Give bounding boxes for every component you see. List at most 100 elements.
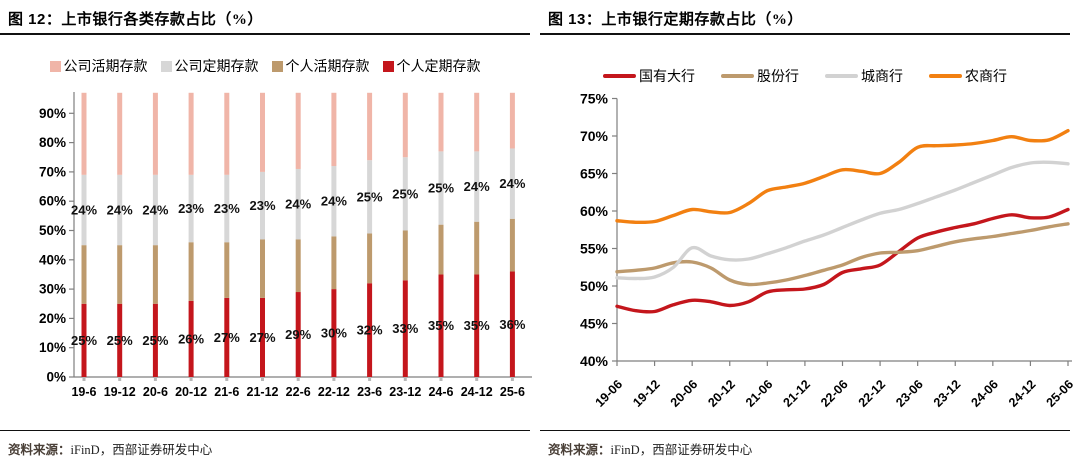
bar-data-label: 25% bbox=[392, 186, 418, 201]
figure-12-title: 图 12：上市银行各类存款占比（%） bbox=[8, 8, 526, 29]
x-tick-label: 22-06 bbox=[818, 377, 851, 410]
bar-segment bbox=[367, 92, 373, 161]
legend-swatch-icon bbox=[603, 74, 636, 78]
bar-data-label: 24% bbox=[142, 202, 168, 217]
bar-data-label: 35% bbox=[464, 318, 490, 333]
bar-segment bbox=[331, 289, 337, 377]
y-tick-label: 45% bbox=[580, 316, 609, 332]
x-tick-label: 19-12 bbox=[104, 385, 136, 399]
legend-swatch-icon bbox=[929, 74, 962, 78]
x-tick-label: 25-6 bbox=[500, 385, 525, 399]
bar-segment bbox=[117, 245, 123, 304]
bar-data-label: 24% bbox=[71, 202, 97, 217]
bar-segment bbox=[331, 92, 337, 167]
x-tick-label: 23-12 bbox=[931, 377, 964, 410]
source-divider bbox=[0, 430, 530, 431]
bar-segment bbox=[509, 92, 515, 149]
bar-data-label: 32% bbox=[357, 323, 383, 338]
bar-segment bbox=[474, 92, 480, 152]
x-tick-label: 19-06 bbox=[593, 377, 626, 410]
title-divider bbox=[540, 33, 1070, 35]
y-tick-label: 50% bbox=[580, 278, 609, 294]
y-tick-label: 40% bbox=[39, 252, 66, 267]
bar-segment bbox=[331, 166, 337, 237]
y-tick-label: 70% bbox=[39, 164, 66, 179]
source-line: 资料来源：iFinD，西部证券研发中心 bbox=[548, 439, 1070, 458]
legend-item-label: 个人定期存款 bbox=[396, 60, 481, 75]
legend-swatch-icon bbox=[271, 60, 283, 72]
x-tick-label: 22-12 bbox=[318, 385, 350, 399]
y-tick-label: 70% bbox=[580, 128, 609, 144]
legend-item-label: 公司活期存款 bbox=[63, 60, 148, 75]
bar-segment bbox=[224, 242, 230, 298]
bar-data-label: 35% bbox=[428, 318, 454, 333]
bar-segment bbox=[224, 297, 230, 377]
y-tick-label: 50% bbox=[39, 223, 66, 238]
source-label: 资料来源： bbox=[8, 443, 71, 457]
bar-data-label: 25% bbox=[142, 333, 168, 348]
bar-segment bbox=[402, 280, 408, 377]
y-tick-label: 30% bbox=[39, 282, 66, 297]
y-tick-label: 60% bbox=[39, 194, 66, 209]
legend-item: 国有大行 bbox=[603, 66, 695, 86]
bar-data-label: 24% bbox=[107, 202, 133, 217]
legend-item: 公司活期存款 bbox=[49, 56, 148, 76]
bar-data-label: 33% bbox=[392, 321, 418, 336]
term-deposit-line-chart: 40%45%50%55%60%65%70%75%19-06 19-12 20-06 2… bbox=[580, 91, 1077, 410]
bar-segment bbox=[224, 174, 230, 243]
bar-data-label: 24% bbox=[285, 197, 311, 212]
bar-data-label: 23% bbox=[178, 201, 204, 216]
bar-segment bbox=[81, 245, 87, 304]
x-tick-label: 20-12 bbox=[705, 377, 738, 410]
source-line: 资料来源：iFinD，西部证券研发中心 bbox=[8, 439, 530, 458]
x-tick-label: 22-6 bbox=[286, 385, 311, 399]
legend-item-label: 公司定期存款 bbox=[174, 60, 259, 75]
figure-label: 图 13： bbox=[548, 11, 602, 28]
x-tick-label: 25-06 bbox=[1044, 377, 1077, 410]
figure-12-panel: 图 12：上市银行各类存款占比（%） 公司活期存款 公司定期存款 个人活期存款 个人定… bbox=[0, 8, 532, 458]
bar-data-label: 24% bbox=[321, 194, 347, 209]
bar-segment bbox=[188, 300, 194, 377]
legend-item-label: 农商行 bbox=[965, 70, 1007, 85]
series-line bbox=[615, 222, 1070, 287]
bar-segment bbox=[438, 92, 444, 152]
bar-segment bbox=[81, 174, 87, 246]
bar-data-label: 30% bbox=[321, 326, 347, 341]
bar-segment bbox=[474, 221, 480, 275]
bar-segment bbox=[438, 151, 444, 225]
legend-item: 公司定期存款 bbox=[160, 56, 259, 76]
source-divider bbox=[540, 430, 1070, 431]
x-tick-label: 24-12 bbox=[461, 385, 493, 399]
bar-data-label: 23% bbox=[249, 198, 275, 213]
bar-segment bbox=[152, 92, 158, 175]
bar-data-label: 36% bbox=[499, 317, 525, 332]
bar-data-label: 27% bbox=[249, 330, 275, 345]
legend-item-label: 国有大行 bbox=[639, 70, 695, 85]
legend-swatch-icon bbox=[160, 60, 172, 72]
bar-segment bbox=[260, 239, 265, 298]
x-tick-label: 20-06 bbox=[668, 377, 701, 410]
bar-segment bbox=[152, 245, 158, 304]
bar-chart-legend: 公司活期存款 公司定期存款 个人活期存款 个人定期存款 bbox=[0, 56, 530, 76]
x-tick-label: 22-12 bbox=[856, 377, 889, 410]
x-tick-label: 20-6 bbox=[143, 385, 168, 399]
bar-data-label: 24% bbox=[499, 176, 525, 191]
bar-segment bbox=[438, 274, 444, 377]
x-tick-label: 19-12 bbox=[630, 377, 663, 410]
bar-segment bbox=[188, 92, 194, 175]
series-line bbox=[615, 160, 1070, 281]
y-tick-label: 80% bbox=[39, 135, 66, 150]
x-tick-label: 24-6 bbox=[428, 385, 453, 399]
x-tick-label: 24-12 bbox=[1006, 377, 1039, 410]
bar-segment bbox=[331, 236, 337, 290]
bar-data-label: 26% bbox=[178, 331, 204, 346]
y-tick-label: 10% bbox=[39, 340, 66, 355]
y-tick-label: 40% bbox=[580, 353, 609, 369]
x-tick-label: 21-12 bbox=[781, 377, 814, 410]
bar-segment bbox=[474, 151, 480, 222]
bar-segment bbox=[402, 92, 408, 158]
legend-swatch-icon bbox=[382, 60, 394, 72]
bar-segment bbox=[117, 174, 123, 246]
bar-segment bbox=[438, 224, 444, 275]
legend-item: 个人活期存款 bbox=[271, 56, 370, 76]
